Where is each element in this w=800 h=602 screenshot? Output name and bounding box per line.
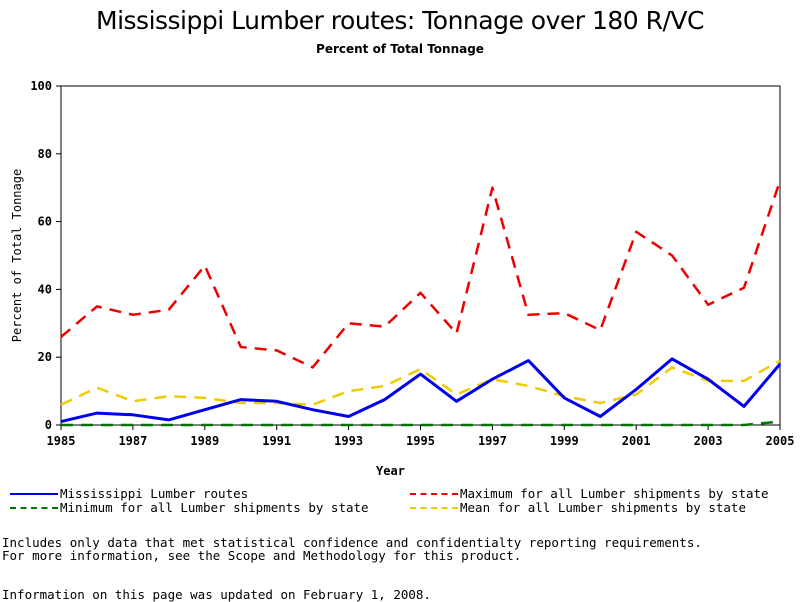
note-methodology: For more information, see the Scope and …: [2, 548, 522, 563]
x-tick-label: 2001: [622, 434, 651, 448]
x-tick-label: 1993: [334, 434, 363, 448]
chart-subtitle: Percent of Total Tonnage: [316, 42, 484, 56]
y-tick-label: 60: [38, 215, 52, 229]
legend-item-maximum: Maximum for all Lumber shipments by stat…: [460, 486, 769, 501]
series-line-0: [60, 357, 782, 424]
x-tick-label: 1995: [406, 434, 435, 448]
y-tick-label: 0: [45, 418, 52, 432]
y-tick-label: 100: [30, 79, 52, 93]
series-line-2: [61, 420, 781, 427]
legend-swatch-minimum: [10, 507, 58, 509]
note-confidence: Includes only data that met statistical …: [2, 535, 702, 550]
series-line-3: [60, 359, 781, 406]
note-updated: Information on this page was updated on …: [2, 587, 431, 602]
x-tick-label: 1985: [47, 434, 76, 448]
y-tick-label: 80: [38, 147, 52, 161]
chart-title: Mississippi Lumber routes: Tonnage over …: [96, 6, 704, 35]
x-tick-label: 2003: [694, 434, 723, 448]
x-tick-label: 1999: [550, 434, 579, 448]
legend-swatch-maximum: [410, 493, 458, 495]
x-axis-label: Year: [376, 464, 405, 478]
y-tick-label: 40: [38, 282, 52, 296]
x-tick-label: 1997: [478, 434, 507, 448]
legend-swatch-mean: [410, 507, 458, 509]
x-tick-label: 2005: [766, 434, 795, 448]
legend-swatch-routes: [10, 493, 58, 495]
series-line-1: [60, 180, 782, 369]
x-tick-label: 1989: [190, 434, 219, 448]
legend-item-routes: Mississippi Lumber routes: [60, 486, 249, 501]
legend-item-mean: Mean for all Lumber shipments by state: [460, 500, 746, 515]
x-tick-label: 1987: [118, 434, 147, 448]
legend-item-minimum: Minimum for all Lumber shipments by stat…: [60, 500, 369, 515]
x-tick-label: 1991: [262, 434, 291, 448]
line-chart: 0 20 40 60 80 100 1985 1987 1989 1991 1993 1995 1997…: [10, 79, 795, 478]
y-tick-label: 20: [38, 350, 52, 364]
y-axis-label: Percent of Total Tonnage: [10, 169, 24, 342]
